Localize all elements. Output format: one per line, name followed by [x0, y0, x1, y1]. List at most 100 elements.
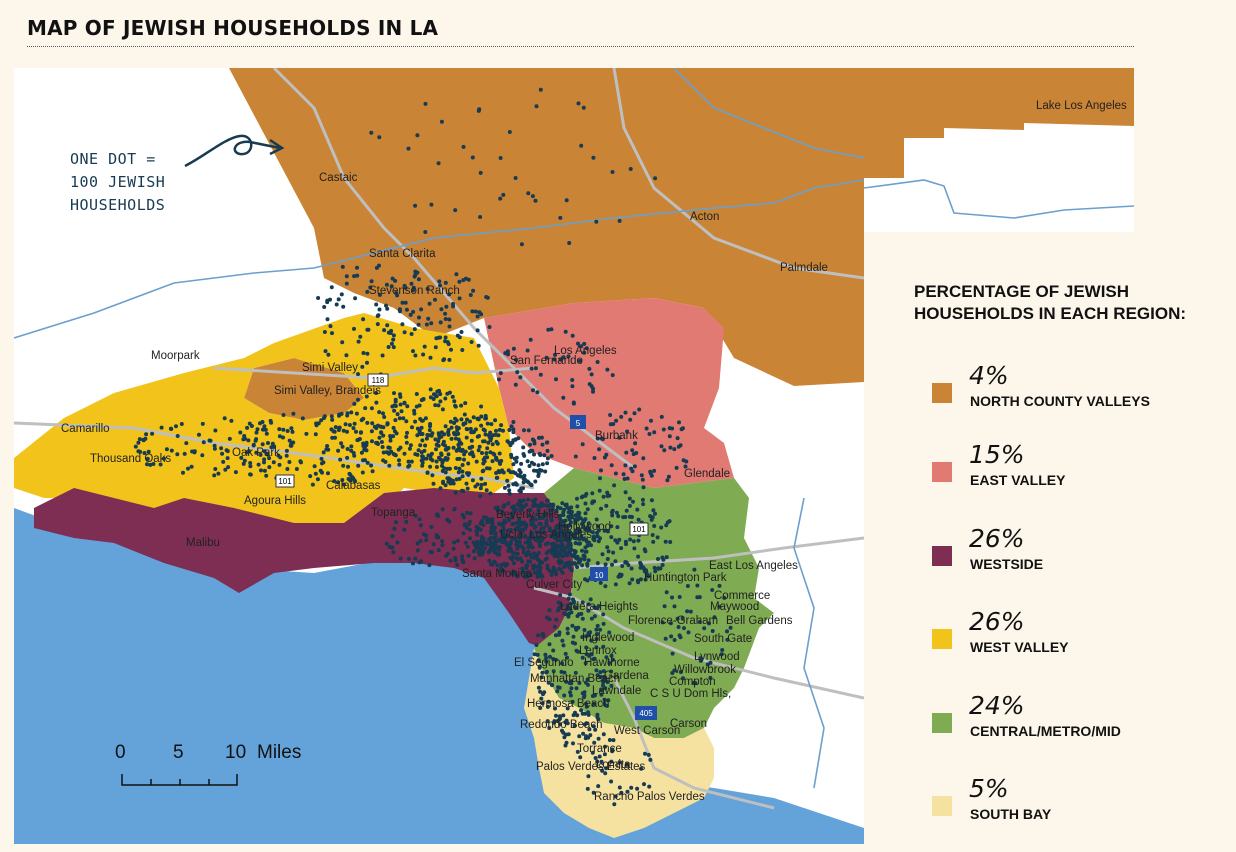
household-dot — [598, 476, 602, 481]
household-dot — [436, 403, 441, 408]
household-dot — [421, 352, 426, 357]
household-dot — [424, 322, 429, 327]
household-dot — [639, 473, 644, 478]
household-dot — [577, 681, 582, 685]
household-dot — [506, 534, 511, 539]
household-dot — [573, 520, 578, 525]
household-dot — [579, 143, 584, 148]
household-dot — [322, 305, 327, 309]
household-dot — [446, 446, 451, 450]
household-dot — [433, 393, 438, 398]
household-dot — [580, 521, 584, 526]
household-dot — [564, 718, 569, 723]
household-dot — [423, 101, 428, 106]
household-dot — [538, 706, 543, 710]
household-dot — [468, 419, 472, 424]
household-dot — [521, 452, 526, 456]
household-dot — [580, 600, 585, 605]
household-dot — [573, 670, 578, 675]
household-dot — [533, 366, 538, 371]
household-dot — [675, 436, 680, 441]
household-dot — [570, 699, 575, 704]
household-dot — [460, 463, 465, 467]
household-dot — [581, 553, 586, 558]
household-dot — [600, 552, 605, 557]
household-dot — [323, 349, 328, 354]
household-dot — [530, 517, 535, 522]
household-dot — [399, 409, 404, 414]
household-dot — [591, 702, 596, 706]
household-dot — [415, 548, 420, 553]
household-dot — [397, 416, 402, 421]
household-dot — [544, 659, 549, 664]
household-dot — [678, 670, 683, 674]
household-dot — [512, 509, 517, 514]
household-dot — [594, 219, 599, 224]
household-dot — [517, 488, 522, 493]
household-dot — [519, 504, 524, 509]
household-dot — [391, 425, 396, 430]
household-dot — [421, 456, 426, 461]
household-dot — [489, 531, 494, 535]
household-dot — [472, 549, 476, 554]
household-dot — [460, 554, 465, 559]
household-dot — [560, 570, 565, 575]
household-dot — [647, 784, 652, 789]
scale-tick-5: 5 — [173, 742, 184, 763]
household-dot — [631, 539, 636, 544]
household-dot — [495, 552, 500, 557]
household-dot — [397, 458, 401, 463]
household-dot — [434, 459, 439, 464]
region-north-county-valleys — [229, 68, 864, 420]
household-dot — [529, 483, 534, 488]
household-dot — [420, 438, 425, 443]
household-dot — [598, 580, 603, 585]
household-dot — [190, 449, 195, 454]
household-dot — [573, 454, 578, 459]
household-dot — [365, 420, 370, 425]
household-dot — [478, 486, 483, 491]
household-dot — [525, 348, 530, 353]
place-torrance: Torrance — [577, 743, 622, 755]
household-dot — [554, 377, 558, 382]
household-dot — [569, 509, 574, 514]
household-dot — [453, 208, 458, 213]
household-dot — [256, 462, 261, 467]
household-dot — [595, 534, 600, 539]
household-dot — [588, 597, 593, 602]
household-dot — [630, 448, 635, 453]
household-dot — [562, 670, 567, 675]
household-dot — [520, 559, 525, 564]
household-dot — [433, 403, 438, 408]
household-dot — [455, 562, 460, 567]
household-dot — [340, 340, 345, 345]
household-dot — [352, 421, 357, 426]
household-dot — [595, 632, 599, 636]
household-dot — [498, 566, 503, 571]
household-dot — [358, 334, 363, 339]
household-dot — [613, 582, 618, 587]
household-dot — [580, 548, 584, 553]
household-dot — [569, 686, 574, 691]
household-dot — [612, 802, 617, 807]
household-dot — [486, 440, 491, 445]
household-dot — [380, 353, 385, 358]
household-dot — [405, 430, 409, 435]
household-dot — [623, 560, 628, 564]
place-lake-los-angeles-label: Lake Los Angeles — [1036, 100, 1127, 112]
household-dot — [692, 567, 697, 572]
household-dot — [707, 621, 711, 626]
household-dot — [501, 568, 506, 573]
household-dot — [625, 789, 630, 794]
household-dot — [605, 490, 610, 495]
household-dot — [575, 517, 580, 522]
household-dot — [443, 335, 448, 340]
household-dot — [518, 470, 523, 475]
household-dot — [336, 297, 341, 302]
household-dot — [446, 432, 451, 437]
household-dot — [547, 642, 552, 647]
household-dot — [213, 428, 218, 433]
household-dot — [604, 452, 609, 457]
household-dot — [448, 558, 453, 563]
household-dot — [440, 407, 445, 412]
